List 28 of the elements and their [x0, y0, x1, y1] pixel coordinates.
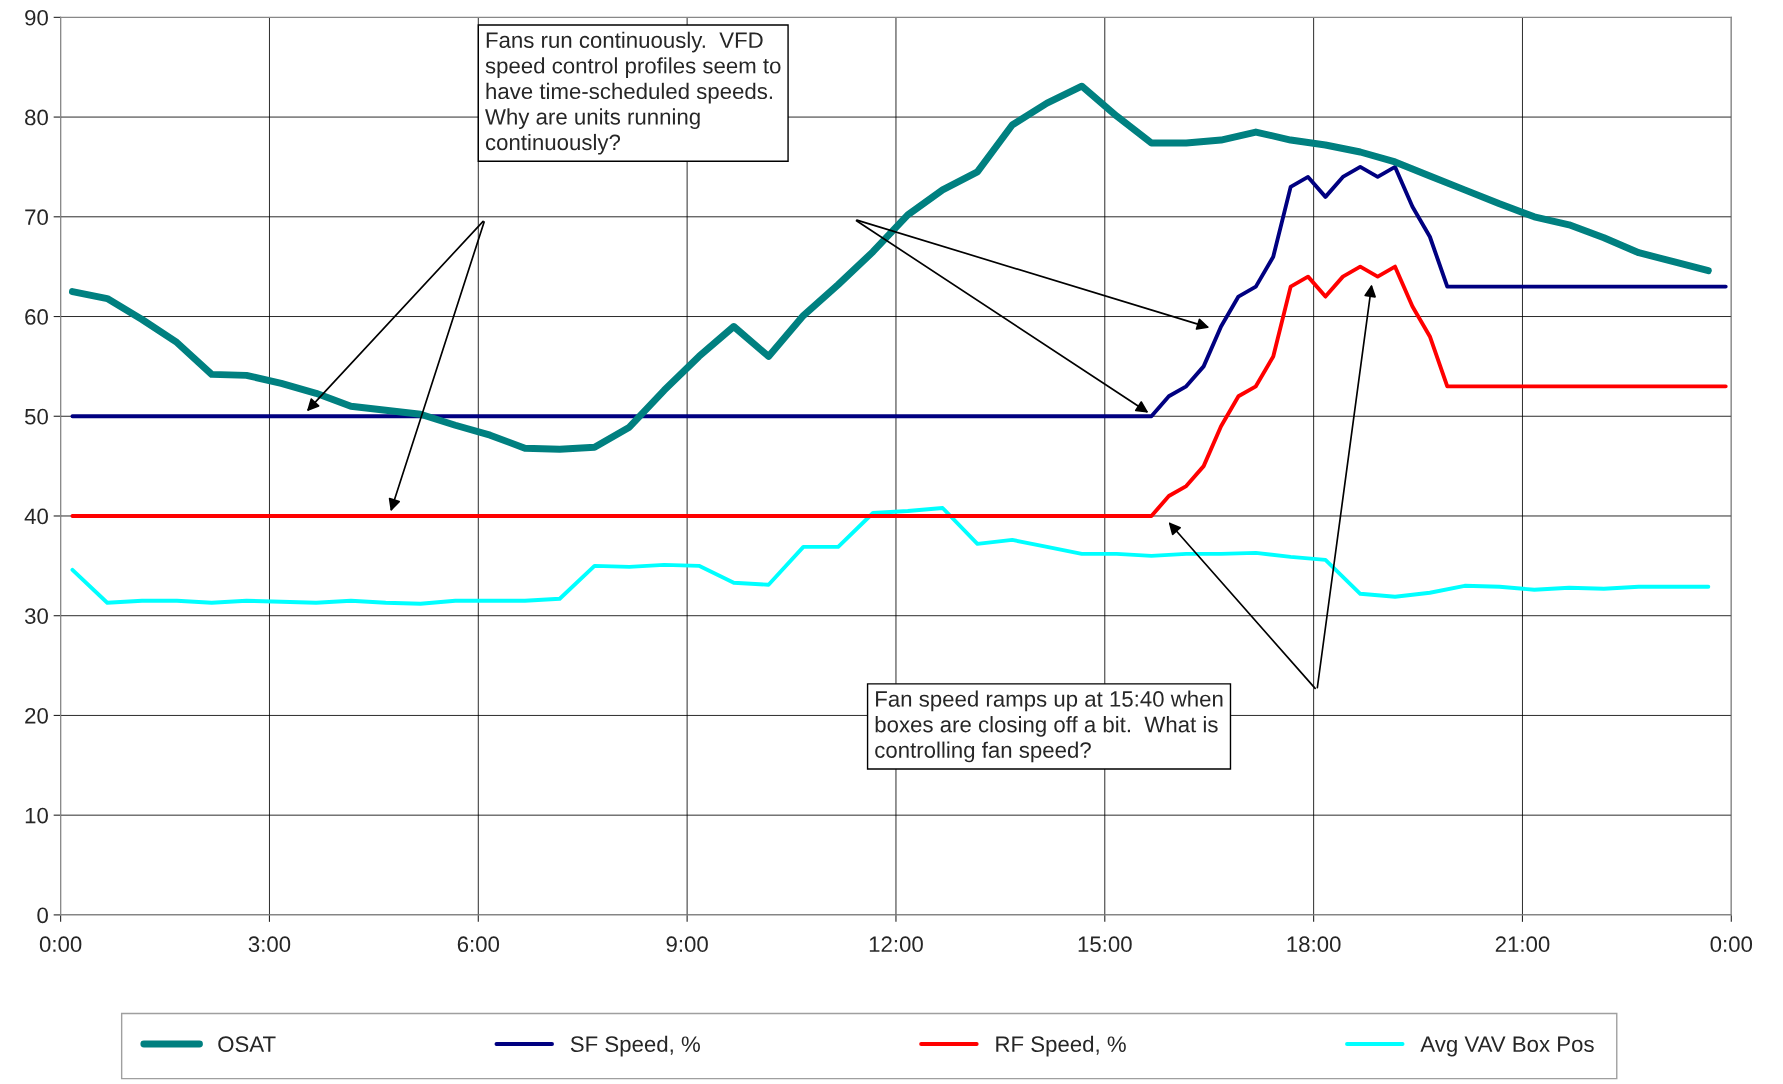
line-series: [70, 264, 1728, 518]
x-tick-label: 15:00: [1078, 936, 1132, 953]
x-tick-label: 9:00: [666, 936, 708, 953]
x-tick-label: 3:00: [248, 936, 291, 953]
legend-label: SF Speed, %: [570, 1035, 700, 1057]
x-tick-label: 0:00: [1710, 936, 1753, 953]
x-tick-label: 0:00: [39, 936, 82, 953]
y-tick-label: 70: [25, 209, 48, 226]
legend-label: OSAT: [218, 1036, 276, 1053]
y-tick-label: 50: [24, 408, 48, 425]
legend-label: RF Speed, %: [996, 1035, 1126, 1057]
y-tick-label: 20: [25, 707, 48, 724]
annotation: Fans run continuously. VFD speed control profiles seem to have time-scheduled speeds. Why are units running continuously?: [485, 31, 781, 155]
line-series: [70, 164, 1728, 419]
legend-label: Avg VAV Box Pos: [1420, 1036, 1594, 1057]
y-tick-label: 30: [24, 608, 48, 624]
y-tick-label: 0: [37, 907, 48, 924]
y-tick-label: 60: [25, 309, 48, 325]
y-tick-label: 10: [25, 807, 48, 824]
y-tick-label: 90: [25, 9, 48, 26]
y-tick-label: 40: [24, 508, 48, 525]
x-tick-label: 12:00: [869, 936, 923, 953]
line-series: [70, 506, 1711, 606]
annotation: Fan speed ramps up at 15:40 when boxes are closing off a bit. What is controlling fan speed?: [875, 690, 1223, 763]
x-tick-label: 21:00: [1495, 936, 1550, 953]
y-tick-label: 80: [25, 109, 48, 126]
x-tick-label: 18:00: [1287, 936, 1341, 953]
x-tick-label: 6:00: [457, 936, 500, 953]
